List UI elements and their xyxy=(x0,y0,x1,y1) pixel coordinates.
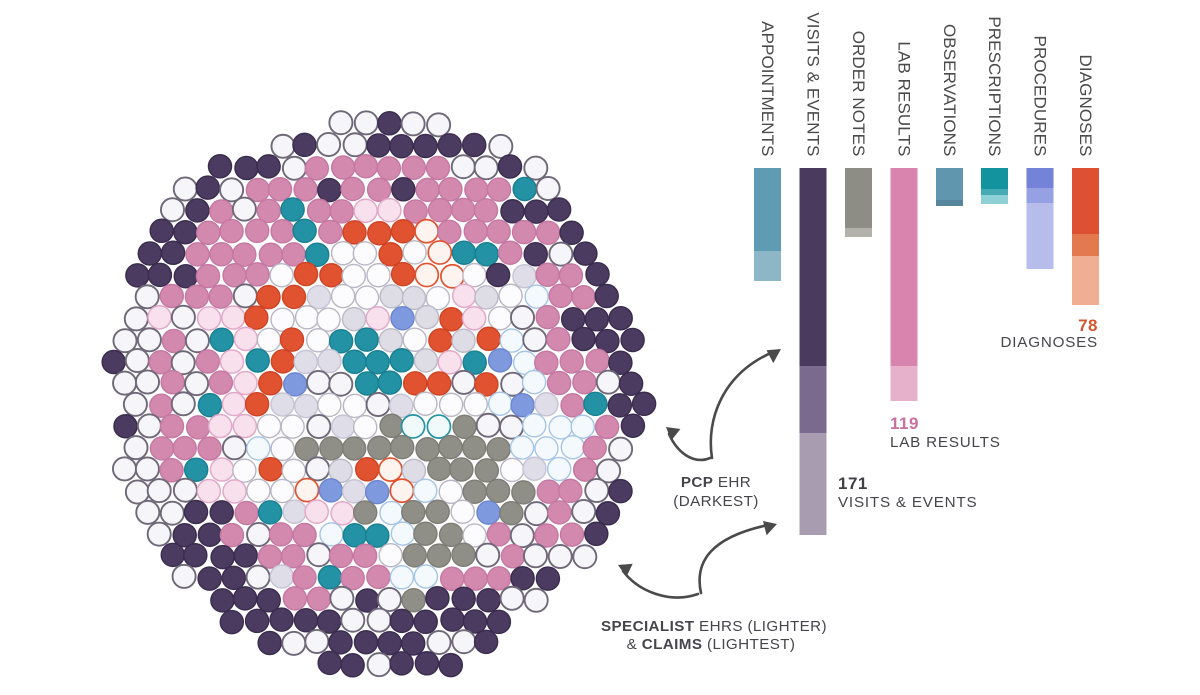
svg-text:PCP EHR: PCP EHR xyxy=(681,474,751,491)
svg-text:PRESCRIPTIONS: PRESCRIPTIONS xyxy=(985,16,1004,156)
svg-text:PROCEDURES: PROCEDURES xyxy=(1031,36,1050,157)
svg-text:LAB RESULTS: LAB RESULTS xyxy=(890,434,1001,451)
svg-text:(DARKEST): (DARKEST) xyxy=(673,493,758,510)
svg-text:DIAGNOSES: DIAGNOSES xyxy=(1076,55,1095,157)
svg-text:SPECIALIST EHRS (LIGHTER): SPECIALIST EHRS (LIGHTER) xyxy=(601,618,827,635)
svg-text:VISITS & EVENTS: VISITS & EVENTS xyxy=(838,494,977,511)
svg-text:119: 119 xyxy=(890,414,919,433)
svg-text:ORDER NOTES: ORDER NOTES xyxy=(849,31,868,157)
svg-text:VISITS & EVENTS: VISITS & EVENTS xyxy=(804,12,823,156)
svg-text:78: 78 xyxy=(1078,316,1098,335)
svg-text:APPOINTMENTS: APPOINTMENTS xyxy=(758,21,777,156)
svg-text:DIAGNOSES: DIAGNOSES xyxy=(1000,334,1098,351)
svg-text:& CLAIMS (LIGHTEST): & CLAIMS (LIGHTEST) xyxy=(627,636,796,653)
svg-text:171: 171 xyxy=(838,474,868,493)
svg-text:OBSERVATIONS: OBSERVATIONS xyxy=(940,24,959,157)
svg-text:LAB RESULTS: LAB RESULTS xyxy=(895,41,914,156)
